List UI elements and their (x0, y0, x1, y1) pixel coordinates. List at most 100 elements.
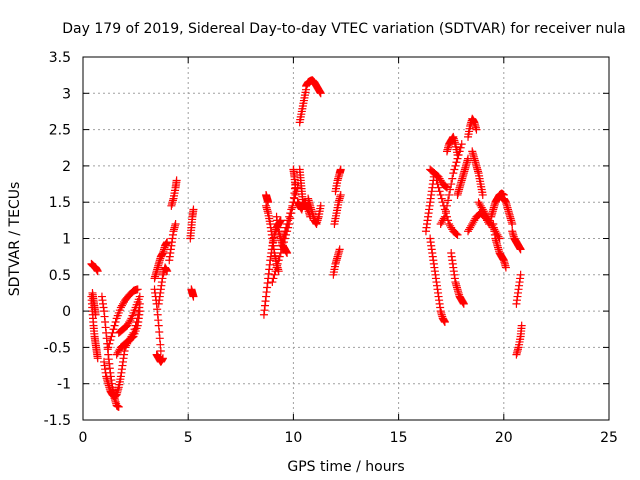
data-point (131, 321, 140, 330)
series-arc-17 (187, 285, 198, 301)
series-arc-39 (447, 249, 468, 308)
series-arc-16 (186, 205, 198, 243)
data-point (446, 185, 455, 194)
data-point (516, 270, 525, 279)
series-arc-08 (114, 292, 144, 337)
series-arc-32 (331, 165, 345, 196)
series-arc-03 (88, 288, 100, 319)
series-arc-02 (87, 292, 102, 363)
data-point (440, 205, 449, 214)
data-point (335, 245, 344, 254)
chart-title: Day 179 of 2019, Sidereal Day-to-day VTE… (62, 21, 625, 37)
data-point (291, 190, 300, 199)
data-point (453, 230, 462, 239)
data-point (276, 241, 285, 250)
data-point (508, 219, 517, 228)
data-point (286, 209, 295, 218)
data-point (156, 347, 165, 356)
x-tick-label: 25 (600, 430, 618, 446)
series-arc-27 (295, 85, 311, 127)
y-tick-label: 3 (62, 86, 71, 102)
data-point (91, 310, 100, 319)
series-arc-36 (432, 176, 462, 239)
series-arc-40 (453, 154, 473, 199)
data-point (273, 259, 282, 268)
series-arc-37 (436, 140, 466, 228)
data-point (272, 263, 281, 272)
data-point (135, 299, 144, 308)
y-tick-label: 1.5 (49, 195, 71, 211)
data-point (435, 187, 444, 196)
series-arc-10 (150, 238, 172, 283)
data-point (129, 328, 138, 337)
y-tick-label: 3.5 (49, 50, 71, 66)
series-arc-20 (262, 190, 273, 207)
data-point (285, 212, 294, 221)
data-point (109, 325, 118, 334)
x-tick-label: 15 (390, 430, 408, 446)
data-point (448, 174, 457, 183)
series-arc-29 (304, 194, 325, 228)
y-tick-label: 2 (62, 159, 71, 175)
data-point (283, 219, 292, 228)
data-point (275, 252, 284, 261)
data-point (287, 205, 296, 214)
data-point (451, 161, 460, 170)
data-point (278, 234, 287, 243)
data-point (130, 325, 139, 334)
data-point (93, 354, 102, 363)
y-axis-label: SDTVAR / TECUs (7, 182, 23, 297)
data-point (282, 223, 291, 232)
data-point (280, 227, 289, 236)
data-point (283, 249, 292, 258)
data-point (449, 169, 458, 178)
data-point (277, 238, 286, 247)
data-point (440, 212, 449, 221)
series-arc-34 (426, 165, 451, 192)
data-point (106, 336, 115, 345)
series-arc-15 (167, 176, 181, 210)
y-tick-label: 2.5 (49, 123, 71, 139)
data-point (316, 89, 325, 98)
data-point (478, 190, 487, 199)
series-arc-05 (100, 343, 130, 401)
data-point (440, 317, 449, 326)
series-arc-11 (150, 285, 165, 356)
series-arc-35 (426, 234, 449, 326)
data-point (452, 158, 461, 167)
y-tick-label: -0.5 (44, 340, 71, 356)
data-point (453, 151, 462, 160)
series-arc-42 (468, 147, 487, 199)
data-point (135, 292, 144, 301)
series-arc-50 (512, 321, 526, 359)
data-point (445, 190, 454, 199)
series-arc-41 (464, 114, 481, 141)
data-point (438, 216, 447, 225)
data-point (437, 194, 446, 203)
data-point (456, 143, 465, 152)
data-point (336, 190, 345, 199)
x-tick-label: 5 (184, 430, 193, 446)
data-point (107, 332, 116, 341)
data-point (264, 198, 273, 207)
y-tick-label: -1.5 (44, 413, 71, 429)
data-point (442, 201, 451, 210)
axis-ticks: 0 5 10 15 20 25 -1.5 -1 -0.5 0 0.5 1 1.5 2 2.5 3 3.5 (44, 50, 618, 446)
y-tick-label: -1 (57, 377, 71, 393)
data-point (472, 125, 481, 134)
data-point (268, 278, 277, 287)
data-point (93, 267, 102, 276)
x-tick-label: 10 (284, 430, 302, 446)
data-point (163, 267, 172, 276)
data-point (172, 176, 181, 185)
data-point (316, 201, 325, 210)
data-point (110, 321, 119, 330)
data-point (132, 317, 141, 326)
series-arc-01 (87, 259, 102, 276)
x-axis-label: GPS time / hours (287, 459, 404, 475)
series-arc-06 (104, 285, 142, 352)
data-point (501, 263, 510, 272)
data-point (291, 183, 300, 192)
data-points (87, 76, 526, 411)
data-point (105, 339, 114, 348)
